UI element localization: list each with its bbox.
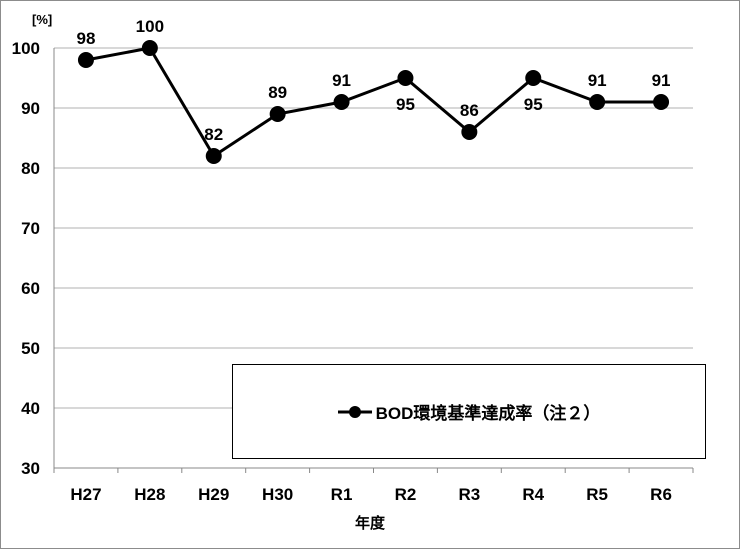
data-label: 95 [396,95,415,114]
x-tick-label: H27 [70,485,101,504]
data-label: 98 [76,29,95,48]
data-label: 86 [460,101,479,120]
data-point-marker [653,94,670,110]
y-tick-label: 50 [21,339,40,358]
data-label: 100 [136,17,164,36]
legend-marker-icon [337,405,372,418]
data-point-marker [205,148,222,164]
data-point-marker [589,94,606,110]
data-point-marker [397,70,414,86]
y-axis-unit: [%] [32,12,53,27]
data-label: 91 [332,71,351,90]
x-tick-label: H29 [198,485,229,504]
x-axis-title: 年度 [355,515,386,532]
data-label: 89 [268,83,287,102]
y-tick-label: 60 [21,279,40,298]
data-label: 91 [588,71,607,90]
legend-label: BOD環境基準達成率（注２） [375,404,601,423]
data-point-marker [333,94,350,110]
x-tick-label: R1 [331,485,353,504]
y-tick-label: 40 [21,399,40,418]
y-tick-label: 70 [21,219,40,238]
series-line [85,46,662,159]
data-point-marker [77,52,94,68]
x-tick-label: R4 [522,485,544,504]
data-point-marker [141,40,158,56]
data-point-marker [269,106,286,122]
x-tick-label: H30 [262,485,293,504]
x-tick-label: R3 [458,485,480,504]
legend: BOD環境基準達成率（注２） [232,364,706,459]
data-label: 91 [652,71,671,90]
data-label: 82 [204,125,223,144]
y-tick-label: 100 [12,39,40,58]
y-tick-label: 90 [21,99,40,118]
y-tick-label: 80 [21,159,40,178]
x-tick-label: R5 [586,485,608,504]
y-tick-label: 30 [21,459,40,478]
data-point-marker [461,124,478,140]
x-tick-label: R6 [650,485,672,504]
x-tick-label: R2 [395,485,417,504]
data-point-marker [525,70,542,86]
data-label: 95 [524,95,543,114]
x-tick-label: H28 [134,485,165,504]
